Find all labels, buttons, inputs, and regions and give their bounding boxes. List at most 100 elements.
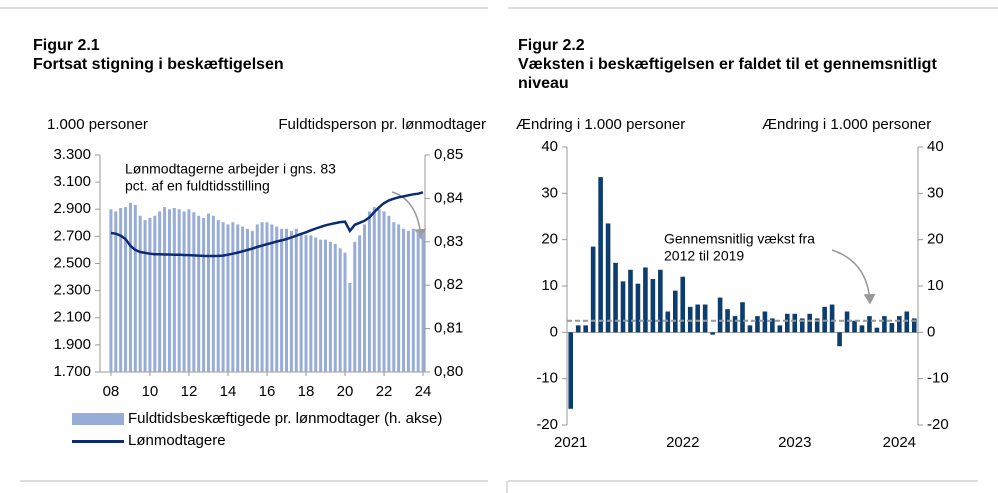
bar [837, 332, 842, 347]
bar [382, 211, 386, 372]
axis-title: Fuldtidsperson pr. lønmodtager [278, 116, 486, 133]
bar [814, 318, 820, 333]
bar [280, 228, 284, 372]
axis-title: Ændring i 1.000 personer [762, 116, 931, 133]
y-tick-label: 2.900 [53, 200, 91, 217]
bar [687, 306, 693, 333]
bar [717, 297, 723, 333]
axis-title: Ændring i 1.000 personer [516, 116, 685, 133]
bar [241, 226, 245, 372]
bar [421, 233, 425, 372]
bar [575, 325, 581, 333]
y-tick-label: 3.100 [53, 173, 91, 190]
legend-label: Fuldtidsbeskæftigede pr. lønmodtager (h.… [128, 410, 443, 427]
y2-tick-label: -10 [927, 370, 949, 387]
y-tick-label: 30 [541, 184, 558, 201]
bar [358, 235, 362, 372]
x-tick-label: 24 [415, 383, 432, 400]
x-tick-label: 2023 [778, 434, 811, 451]
x-tick-label: 2024 [883, 434, 916, 451]
bar [119, 207, 123, 372]
y2-tick-label: 0,84 [434, 189, 463, 206]
bar [665, 311, 671, 333]
bar [785, 313, 790, 333]
bar [643, 267, 648, 333]
bar [680, 276, 686, 333]
y2-tick-label: 0,82 [434, 276, 463, 293]
bar [416, 230, 420, 372]
bar [702, 304, 708, 333]
bar [343, 252, 347, 372]
bar [138, 215, 142, 372]
bar [762, 311, 768, 333]
bar [613, 262, 618, 333]
bar [372, 207, 376, 372]
bar [206, 213, 210, 372]
bar [882, 316, 887, 333]
bar [216, 220, 220, 372]
bar [275, 226, 279, 372]
bar [319, 239, 323, 372]
bar [128, 202, 132, 372]
bar [387, 215, 391, 372]
y-tick-label: -10 [536, 370, 558, 387]
annotation: 2012 til 2019 [664, 248, 744, 264]
bar [324, 239, 328, 372]
bar [211, 215, 215, 372]
y-tick-label: 2.300 [53, 282, 91, 299]
y-tick-label: 1.900 [53, 336, 91, 353]
y2-tick-label: -20 [927, 416, 949, 433]
y2-tick-label: 0,80 [434, 363, 463, 380]
bar [167, 209, 171, 372]
bar [163, 207, 167, 372]
bar [844, 311, 850, 333]
x-tick-label: 08 [103, 383, 120, 400]
bar [904, 311, 910, 333]
bar [867, 316, 872, 333]
bar [658, 269, 663, 333]
bar [231, 222, 235, 372]
bar [236, 224, 240, 372]
bar [124, 207, 128, 372]
bar [732, 316, 738, 333]
bar [114, 211, 118, 372]
bar [304, 235, 308, 372]
bar [829, 304, 835, 333]
axis-title: 1.000 personer [47, 116, 148, 133]
bar [777, 325, 783, 333]
x-tick-label: 14 [220, 383, 237, 400]
bar [182, 211, 186, 372]
bar [299, 233, 303, 372]
annotation-arrow [391, 191, 427, 240]
y-tick-label: 2.100 [53, 309, 91, 326]
bar [221, 222, 225, 372]
y-tick-label: 3.300 [53, 146, 91, 163]
bar [197, 215, 201, 372]
x-tick-label: 12 [181, 383, 198, 400]
bar [187, 209, 191, 372]
bar [377, 209, 381, 372]
bar [568, 332, 574, 409]
bar [289, 230, 293, 372]
y-tick-label: 2.700 [53, 227, 91, 244]
chart-title: Fortsat stigning i beskæftigelsen [33, 56, 284, 73]
bar [605, 223, 611, 333]
bar [859, 325, 865, 333]
bar [755, 316, 760, 333]
annotation: pct. af en fuldtidsstilling [125, 178, 270, 194]
bar [245, 228, 249, 372]
y-tick-label: 40 [541, 138, 558, 155]
legend-item: Lønmodtagere [72, 432, 458, 450]
legend-label: Lønmodtagere [128, 432, 226, 449]
bar [177, 209, 181, 372]
bar [799, 318, 805, 333]
bar [270, 224, 274, 372]
annotation: Lønmodtagerne arbejder i gns. 83 [125, 161, 336, 177]
bar [202, 217, 206, 372]
y-tick-label: -20 [536, 416, 558, 433]
bar [770, 318, 775, 333]
line [110, 191, 424, 258]
annotation-arrow [831, 249, 876, 305]
